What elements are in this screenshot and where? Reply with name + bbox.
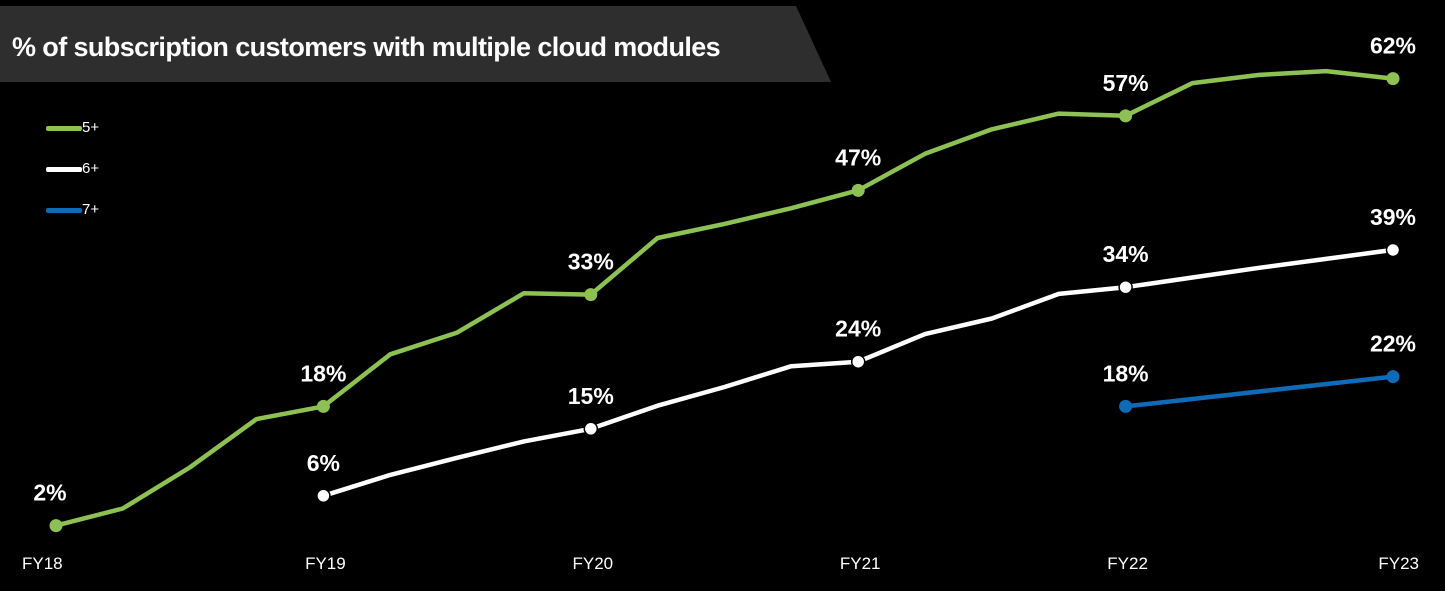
data-label-6plus-fy21: 24% (835, 316, 881, 342)
data-point-7plus-fy23 (1386, 370, 1400, 384)
data-point-6plus-fy22 (1118, 279, 1133, 295)
data-point-5plus-fy23 (1386, 72, 1400, 86)
legend-label-6plus: 6+ (82, 160, 100, 177)
data-point-5plus-fy21 (851, 183, 865, 197)
data-label-7plus-fy22: 18% (1103, 360, 1149, 386)
legend-swatch-5plus (46, 126, 82, 131)
data-label-5plus-fy21: 47% (835, 144, 881, 170)
data-label-6plus-fy20: 15% (568, 383, 614, 409)
x-tick-label-fy22: FY22 (1107, 554, 1148, 573)
x-tick-label-fy23: FY23 (1378, 554, 1419, 573)
data-label-5plus-fy20: 33% (568, 249, 614, 275)
legend-swatch-6plus (46, 167, 82, 172)
title-banner-shape (0, 6, 831, 82)
data-point-5plus-fy18 (49, 519, 63, 533)
data-point-6plus-fy23 (1385, 242, 1401, 258)
x-tick-label-fy21: FY21 (840, 554, 881, 573)
data-label-6plus-fy19: 6% (307, 450, 340, 476)
data-point-6plus-fy19 (316, 488, 331, 504)
data-label-7plus-fy23: 22% (1370, 331, 1416, 357)
title-banner: % of subscription customers with multipl… (0, 6, 832, 82)
x-tick-label-fy20: FY20 (572, 554, 613, 573)
data-point-6plus-fy21 (850, 354, 866, 369)
chart-title: % of subscription customers with multipl… (12, 32, 721, 62)
data-label-5plus-fy23: 62% (1370, 33, 1416, 59)
legend-swatch-7plus (46, 208, 82, 213)
data-point-7plus-fy22 (1119, 399, 1133, 413)
data-point-5plus-fy20 (584, 288, 598, 302)
data-label-6plus-fy22: 34% (1103, 241, 1149, 267)
data-label-5plus-fy22: 57% (1103, 70, 1149, 96)
data-label-6plus-fy23: 39% (1370, 204, 1416, 230)
x-tick-label-fy18: FY18 (22, 554, 63, 573)
data-point-5plus-fy22 (1119, 109, 1133, 123)
legend-label-7plus: 7+ (82, 201, 100, 218)
legend-label-5plus: 5+ (82, 119, 100, 136)
data-point-6plus-fy20 (583, 421, 599, 436)
series-line-5plus (53, 68, 1396, 528)
x-tick-label-fy19: FY19 (305, 554, 346, 573)
data-label-5plus-fy19: 18% (300, 360, 346, 386)
series-line-7plus (1123, 374, 1396, 409)
data-label-5plus-fy18: 2% (33, 480, 66, 506)
data-point-5plus-fy19 (316, 399, 330, 413)
series-line-6plus (321, 247, 1396, 499)
